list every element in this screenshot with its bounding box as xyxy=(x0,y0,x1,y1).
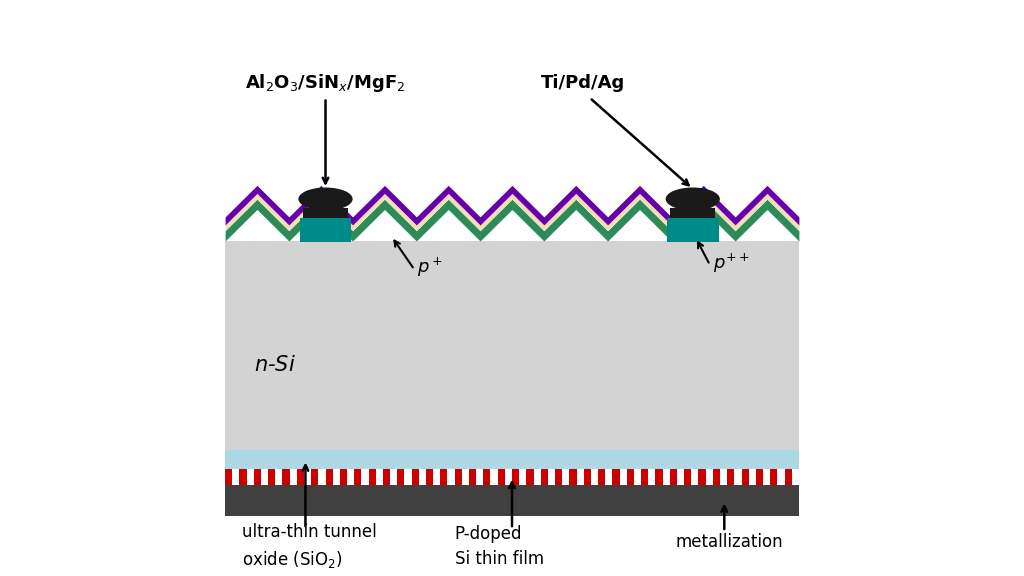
Bar xyxy=(505,469,512,485)
Bar xyxy=(620,469,627,485)
Bar xyxy=(512,469,519,485)
Bar xyxy=(498,469,505,485)
Bar xyxy=(383,469,390,485)
Bar xyxy=(634,469,641,485)
Bar xyxy=(734,469,741,485)
Bar xyxy=(247,469,254,485)
Bar xyxy=(720,469,727,485)
Text: metallization: metallization xyxy=(676,533,783,551)
Bar xyxy=(232,469,240,485)
Bar xyxy=(548,469,555,485)
Bar xyxy=(648,469,655,485)
Text: Ti/Pd/Ag: Ti/Pd/Ag xyxy=(541,74,625,92)
Bar xyxy=(390,469,397,485)
Text: $n$-Si: $n$-Si xyxy=(254,355,296,375)
Bar xyxy=(426,469,433,485)
Ellipse shape xyxy=(298,188,352,210)
Bar xyxy=(354,469,361,485)
Bar xyxy=(254,469,261,485)
Bar xyxy=(684,469,691,485)
Bar xyxy=(670,469,677,485)
Bar xyxy=(290,469,297,485)
Bar xyxy=(519,469,526,485)
Bar xyxy=(655,469,663,485)
Bar xyxy=(300,218,351,242)
Bar xyxy=(326,469,333,485)
Bar xyxy=(412,469,419,485)
Bar xyxy=(225,241,799,450)
Text: Al$_2$O$_3$/SiN$_x$/MgF$_2$: Al$_2$O$_3$/SiN$_x$/MgF$_2$ xyxy=(245,72,406,94)
Bar xyxy=(455,469,462,485)
Bar xyxy=(462,469,469,485)
Bar xyxy=(641,469,648,485)
Bar xyxy=(663,469,670,485)
Bar xyxy=(311,469,318,485)
Bar xyxy=(240,469,247,485)
Bar xyxy=(433,469,440,485)
Bar xyxy=(304,469,311,485)
Bar xyxy=(627,469,634,485)
Bar xyxy=(376,469,383,485)
Bar xyxy=(275,469,283,485)
Bar xyxy=(605,469,612,485)
Bar xyxy=(713,469,720,485)
Text: P-doped
Si thin film: P-doped Si thin film xyxy=(455,525,544,568)
Bar xyxy=(562,469,569,485)
Bar xyxy=(577,469,584,485)
Bar xyxy=(756,469,763,485)
Bar xyxy=(490,469,498,485)
Bar xyxy=(584,469,591,485)
Bar xyxy=(670,208,716,218)
Bar xyxy=(440,469,447,485)
Text: $p^{++}$: $p^{++}$ xyxy=(713,252,750,275)
Bar xyxy=(612,469,620,485)
Bar xyxy=(770,469,777,485)
Bar xyxy=(706,469,713,485)
Bar xyxy=(297,469,304,485)
Ellipse shape xyxy=(666,188,720,210)
Bar xyxy=(555,469,562,485)
Bar xyxy=(369,469,376,485)
Text: $p^+$: $p^+$ xyxy=(418,256,443,279)
Bar xyxy=(763,469,770,485)
Bar xyxy=(225,469,232,485)
Bar xyxy=(741,469,749,485)
Bar xyxy=(404,469,412,485)
Bar xyxy=(318,469,326,485)
Bar xyxy=(268,469,275,485)
Bar xyxy=(598,469,605,485)
Bar xyxy=(777,469,784,485)
Bar xyxy=(476,469,483,485)
Bar xyxy=(225,450,799,469)
Bar xyxy=(303,208,348,218)
Bar xyxy=(727,469,734,485)
Bar xyxy=(667,218,719,242)
Bar xyxy=(261,469,268,485)
Bar xyxy=(397,469,404,485)
Bar xyxy=(419,469,426,485)
Bar xyxy=(541,469,548,485)
Bar xyxy=(347,469,354,485)
Bar xyxy=(534,469,541,485)
Bar xyxy=(283,469,290,485)
Text: ultra-thin tunnel
oxide (SiO$_2$): ultra-thin tunnel oxide (SiO$_2$) xyxy=(243,523,377,570)
Bar xyxy=(526,469,534,485)
Bar xyxy=(447,469,455,485)
Bar xyxy=(591,469,598,485)
Bar xyxy=(784,469,792,485)
Bar xyxy=(225,485,799,517)
Bar xyxy=(361,469,369,485)
Bar xyxy=(483,469,490,485)
Bar xyxy=(698,469,706,485)
Bar xyxy=(469,469,476,485)
Bar xyxy=(677,469,684,485)
Bar xyxy=(340,469,347,485)
Bar xyxy=(792,469,799,485)
Bar xyxy=(691,469,698,485)
Bar xyxy=(333,469,340,485)
Bar xyxy=(749,469,756,485)
Bar xyxy=(569,469,577,485)
